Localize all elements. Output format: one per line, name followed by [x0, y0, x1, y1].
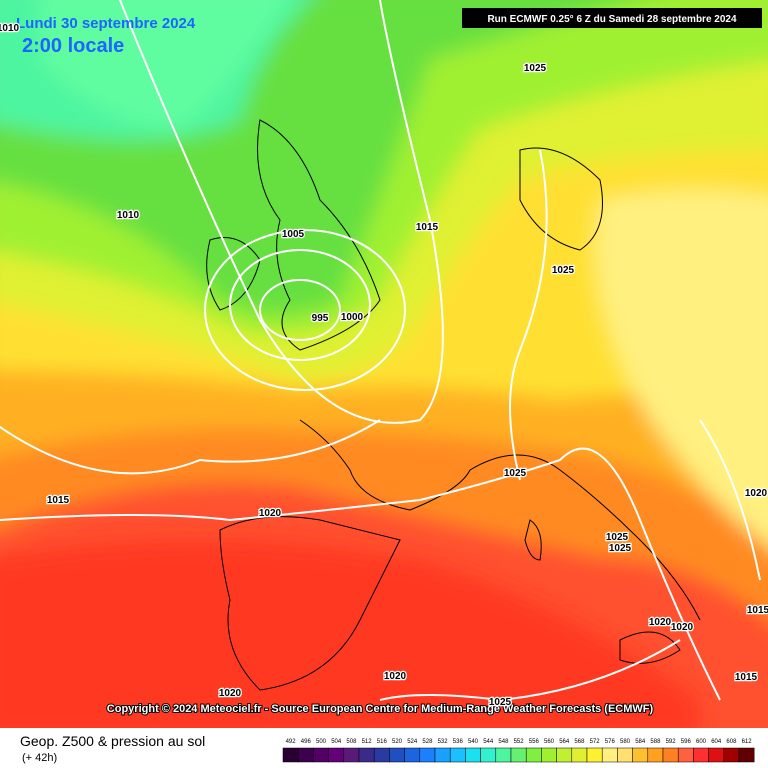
legend-subtitle: (+ 42h): [22, 752, 57, 764]
scale-label: 524: [407, 739, 418, 745]
isobar-label: 1000: [341, 312, 364, 323]
scale-label: 492: [286, 739, 297, 745]
scale-swatch: [617, 747, 633, 763]
scale-swatch: [343, 747, 360, 763]
scale-swatch: [693, 747, 709, 763]
scale-label: 608: [726, 739, 737, 745]
scale-label: 536: [453, 739, 464, 745]
isobar-label: 1015: [747, 605, 768, 616]
legend-title: Geop. Z500 & pression au sol: [20, 733, 205, 749]
isobar-label: 1010: [0, 23, 20, 34]
scale-swatch: [465, 747, 481, 763]
height-field: [0, 0, 768, 740]
scale-label: 508: [346, 739, 357, 745]
scale-label: 560: [544, 739, 555, 745]
scale-swatch: [738, 747, 755, 763]
scale-label: 552: [514, 739, 525, 745]
isobar-label: 1020: [745, 488, 768, 499]
time: 2:00 locale: [22, 35, 124, 57]
scale-label: 528: [422, 739, 433, 745]
scale-swatch: [449, 747, 466, 763]
scale-swatch: [358, 747, 375, 763]
run-info: Run ECMWF 0.25° 6 Z du Samedi 28 septemb…: [487, 14, 737, 25]
isobar-label: 1025: [524, 63, 547, 74]
isobar-label: 1020: [219, 688, 242, 699]
scale-label: 600: [696, 739, 707, 745]
scale-swatch: [647, 747, 664, 763]
scale-swatch: [313, 747, 329, 763]
isobar-label: 1010: [117, 210, 140, 221]
scale-label: 604: [711, 739, 722, 745]
scale-label: 544: [483, 739, 494, 745]
isobar-label: 1020: [671, 622, 694, 633]
scale-swatch: [708, 747, 725, 763]
scale-swatch: [586, 747, 603, 763]
date: Lundi 30 septembre 2024: [16, 15, 196, 32]
run-box: [462, 8, 762, 28]
isobar-labels: 1010 1025 1010 1005 1015 1025 995 1000 1025 1015 1…: [0, 22, 768, 710]
scale-swatch: [525, 747, 542, 763]
isobar-label: 1005: [282, 229, 305, 240]
scale-label: 580: [620, 739, 631, 745]
scale-swatch: [723, 747, 740, 763]
scale-swatch: [404, 747, 421, 763]
scale-label: 500: [316, 739, 327, 745]
isobar-label: 1025: [609, 543, 632, 554]
scale-swatch: [601, 747, 618, 763]
isobars: [0, 0, 761, 702]
scale-label: 504: [331, 739, 342, 745]
scale-label: 584: [635, 739, 646, 745]
isobar-label: 995: [312, 313, 329, 324]
isobar-label: 1025: [489, 697, 512, 708]
scale-swatch: [389, 747, 405, 763]
isobar-label: 1015: [735, 672, 758, 683]
scale-label: 556: [529, 739, 540, 745]
scale-label: 520: [392, 739, 403, 745]
scale-swatch: [677, 747, 694, 763]
scale-label: 532: [438, 739, 449, 745]
scale-swatch: [632, 747, 649, 763]
isobar-label: 1020: [384, 671, 407, 682]
scale-swatch: [434, 747, 451, 763]
scale-label: 496: [301, 739, 312, 745]
scale-swatch: [571, 747, 588, 763]
isobar-label: 1025: [504, 468, 527, 479]
coastlines: [206, 119, 701, 691]
scale-label: 576: [605, 739, 616, 745]
color-scale: 492 496 500 504 508 512 516 520 524 528 532 536 540 5…: [282, 739, 755, 763]
scale-label: 588: [650, 739, 661, 745]
scale-swatch: [373, 747, 390, 763]
scale-swatch: [556, 747, 573, 763]
scale-swatch: [541, 747, 557, 763]
isobar-label: 1020: [259, 508, 282, 519]
scale-label: 568: [574, 739, 585, 745]
isobar-label: 1025: [606, 532, 629, 543]
scale-label: 612: [742, 739, 753, 745]
scale-swatch: [328, 747, 345, 763]
isobar-label: 1025: [552, 265, 575, 276]
scale-swatch: [495, 747, 512, 763]
scale-swatch: [419, 747, 436, 763]
scale-label: 540: [468, 739, 479, 745]
scale-label: 592: [666, 739, 677, 745]
isobar-label: 1020: [649, 617, 672, 628]
scale-label: 596: [681, 739, 692, 745]
scale-label: 516: [377, 739, 388, 745]
scale-label: 548: [498, 739, 509, 745]
scale-swatch: [662, 747, 679, 763]
scale-swatch: [480, 747, 497, 763]
scale-label: 572: [590, 739, 601, 745]
scale-swatch: [282, 747, 299, 763]
isobar-label: 1015: [47, 495, 70, 506]
isobar-label: 1015: [416, 222, 439, 233]
scale-swatch: [510, 747, 527, 763]
scale-label: 512: [362, 739, 373, 745]
scale-swatch: [297, 747, 314, 763]
copyright: Copyright © 2024 Meteociel.fr - Source E…: [107, 703, 654, 715]
scale-label: 564: [559, 739, 570, 745]
